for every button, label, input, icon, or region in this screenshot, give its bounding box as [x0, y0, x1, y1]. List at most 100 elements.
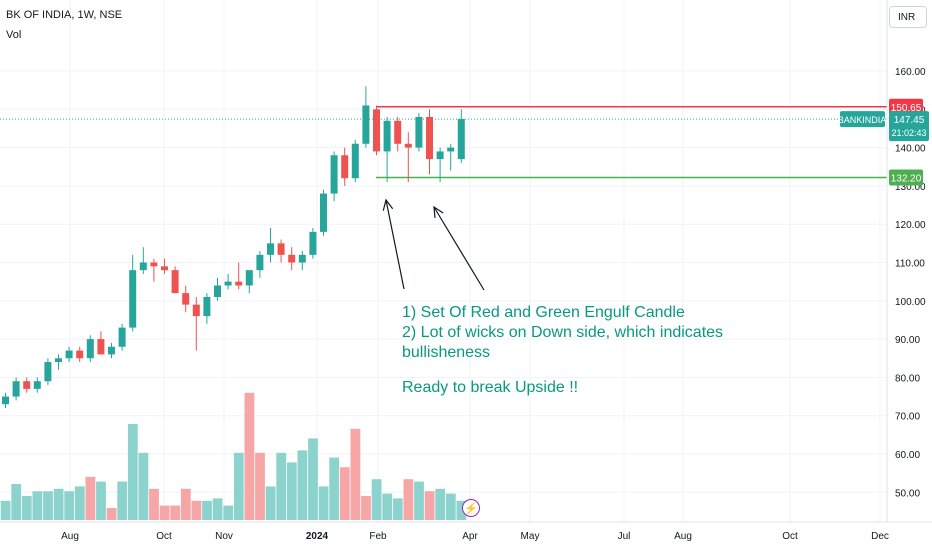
- resistance-price-tag: 150.65: [891, 103, 922, 114]
- candle-body: [33, 381, 41, 389]
- annotation-line-5: Ready to break Upside !!: [402, 379, 579, 396]
- volume-bar: [318, 486, 329, 520]
- candle-body: [139, 262, 147, 271]
- candle-body: [341, 155, 349, 179]
- volume-bar: [244, 392, 255, 520]
- ticker-tag: BANKINDIA: [838, 115, 887, 125]
- currency-button[interactable]: INR: [889, 6, 927, 28]
- volume-bar: [392, 498, 403, 520]
- volume-bar: [255, 452, 265, 520]
- volume-bar: [286, 462, 297, 520]
- time-tick-label: Aug: [674, 531, 692, 542]
- candle-body: [404, 143, 412, 148]
- candle-body: [330, 155, 338, 194]
- volume-bar: [53, 488, 64, 520]
- annotation-line-2: 2) Lot of wicks on Down side, which indi…: [402, 324, 724, 341]
- candle-body: [277, 243, 285, 255]
- candle-body: [55, 358, 62, 363]
- candle-body: [203, 296, 211, 317]
- price-tick-label: 140.00: [895, 144, 926, 155]
- time-tick-label: Jul: [618, 531, 631, 542]
- annotation-line-4: [402, 363, 723, 378]
- lightning-icon[interactable]: ⚡: [462, 499, 480, 517]
- volume-bar: [339, 467, 350, 520]
- candle-body: [2, 396, 9, 405]
- candle-body: [426, 116, 433, 160]
- volume-bar: [329, 457, 340, 520]
- volume-bar: [308, 438, 318, 520]
- arrow-head: [433, 205, 444, 219]
- arrow-head: [382, 198, 394, 211]
- candle-body: [171, 270, 179, 294]
- candle-body: [97, 339, 105, 355]
- volume-bars: [0, 392, 467, 520]
- candle-body: [298, 254, 306, 263]
- price-tick-label: 70.00: [895, 412, 920, 423]
- candle-body: [86, 339, 94, 359]
- volume-bar: [85, 476, 96, 520]
- time-tick-label: 2024: [306, 531, 329, 542]
- volume-bar: [212, 498, 223, 520]
- volume-bar: [74, 486, 85, 520]
- time-tick-label: Oct: [156, 531, 172, 542]
- volume-bar: [43, 491, 53, 520]
- volume-bar: [117, 481, 128, 520]
- volume-bar: [403, 479, 414, 520]
- time-axis[interactable]: Aug Oct Nov 2024 Feb Apr May Jul Aug Oct Dec: [61, 531, 889, 542]
- last-price-tag: 147.45: [894, 115, 925, 126]
- candle-body: [235, 281, 243, 286]
- price-tick-label: 80.00: [895, 373, 920, 384]
- volume-indicator-label[interactable]: Vol: [6, 29, 22, 41]
- candle-body: [447, 147, 455, 152]
- candle-body: [245, 270, 253, 286]
- candle-body: [224, 281, 232, 286]
- candle-body: [12, 381, 20, 397]
- resistance-price-tag-bg: [889, 98, 923, 115]
- arrow-line: [433, 206, 485, 291]
- time-tick-label: Oct: [782, 531, 798, 542]
- candle-body: [320, 193, 327, 232]
- candle-body: [44, 362, 52, 382]
- annotation-arrows[interactable]: [382, 198, 485, 291]
- last-price-tag-bg: [889, 111, 929, 142]
- volume-bar: [149, 488, 159, 520]
- candle-body: [108, 346, 115, 355]
- volume-bar: [361, 496, 371, 520]
- candle-body: [457, 119, 465, 160]
- ticker-tag-bg: [840, 111, 885, 128]
- candle-body: [256, 254, 264, 271]
- volume-bar: [170, 505, 181, 520]
- symbol-title: BK OF INDIA, 1W, NSE: [6, 9, 123, 21]
- volume-bar: [106, 508, 117, 520]
- support-price-tag: 132.20: [891, 173, 922, 184]
- volume-bar: [159, 505, 170, 520]
- volume-bar: [138, 452, 149, 520]
- volume-bar: [96, 481, 106, 520]
- price-tick-label: 160.00: [895, 67, 926, 78]
- horizontal-levels[interactable]: [0, 106, 887, 179]
- volume-bar: [445, 493, 456, 520]
- volume-bar: [297, 450, 308, 520]
- price-tick-label: 120.00: [895, 220, 926, 231]
- volume-bar: [180, 488, 191, 520]
- volume-bar: [64, 491, 75, 520]
- volume-bar: [414, 481, 424, 520]
- volume-bar: [350, 428, 361, 520]
- volume-bar: [191, 500, 202, 520]
- candle-body: [192, 304, 200, 317]
- candles: [2, 86, 465, 409]
- annotation-text[interactable]: 1) Set Of Red and Green Engulf Candle 2)…: [402, 303, 723, 398]
- volume-bar: [21, 496, 32, 520]
- volume-bar: [202, 500, 212, 520]
- candle-body: [76, 350, 84, 359]
- candle-body: [383, 120, 391, 152]
- volume-bar: [32, 491, 43, 520]
- candle-body: [161, 266, 168, 271]
- price-tick-label: 110.00: [895, 259, 925, 270]
- candle-body: [373, 109, 380, 152]
- price-tick-label: 50.00: [895, 488, 920, 499]
- volume-bar: [265, 486, 276, 520]
- candle-body: [267, 243, 274, 255]
